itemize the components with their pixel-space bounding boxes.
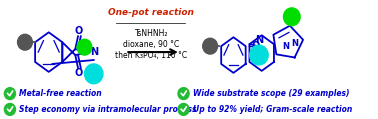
Text: N: N [282, 42, 289, 51]
Text: O: O [75, 68, 83, 78]
Text: dioxane, 90 °C: dioxane, 90 °C [123, 40, 180, 49]
Circle shape [5, 88, 15, 99]
Circle shape [5, 104, 15, 115]
Circle shape [203, 38, 217, 54]
Circle shape [178, 104, 189, 115]
Text: then K₃PO₄, 110 °C: then K₃PO₄, 110 °C [115, 51, 187, 60]
Circle shape [85, 64, 103, 84]
Text: Wide substrate scope (29 examples): Wide substrate scope (29 examples) [193, 89, 349, 98]
Text: O: O [252, 41, 260, 51]
Text: N: N [255, 35, 263, 45]
Circle shape [77, 39, 92, 55]
Circle shape [17, 34, 33, 50]
Circle shape [284, 8, 300, 26]
Text: N: N [90, 47, 98, 57]
Text: Up to 92% yield; Gram-scale reaction: Up to 92% yield; Gram-scale reaction [193, 105, 352, 114]
Text: N: N [291, 39, 298, 48]
Circle shape [178, 88, 189, 99]
Circle shape [250, 45, 268, 65]
Text: One-pot reaction: One-pot reaction [108, 8, 194, 17]
Text: TsNHNH₂: TsNHNH₂ [135, 29, 168, 38]
Text: Metal-free reaction: Metal-free reaction [19, 89, 102, 98]
Text: O: O [75, 26, 83, 36]
Text: Step economy via intramolecular process: Step economy via intramolecular process [19, 105, 197, 114]
